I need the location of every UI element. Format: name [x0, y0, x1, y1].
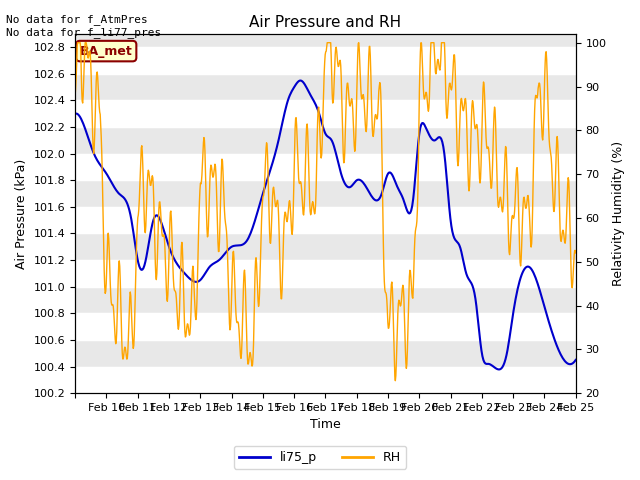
Text: BA_met: BA_met: [80, 45, 132, 58]
Title: Air Pressure and RH: Air Pressure and RH: [250, 15, 401, 30]
Bar: [75, 260, 576, 287]
Bar: [75, 313, 576, 340]
Bar: [75, 207, 576, 233]
Bar: [75, 100, 576, 127]
Bar: [75, 367, 576, 393]
Legend: li75_p, RH: li75_p, RH: [234, 446, 406, 469]
Bar: [75, 47, 576, 74]
Bar: [75, 154, 576, 180]
Y-axis label: Relativity Humidity (%): Relativity Humidity (%): [612, 141, 625, 286]
Text: No data for f_AtmPres
No data for f_li77_pres: No data for f_AtmPres No data for f_li77…: [6, 14, 162, 38]
X-axis label: Time: Time: [310, 419, 341, 432]
Y-axis label: Air Pressure (kPa): Air Pressure (kPa): [15, 158, 28, 269]
